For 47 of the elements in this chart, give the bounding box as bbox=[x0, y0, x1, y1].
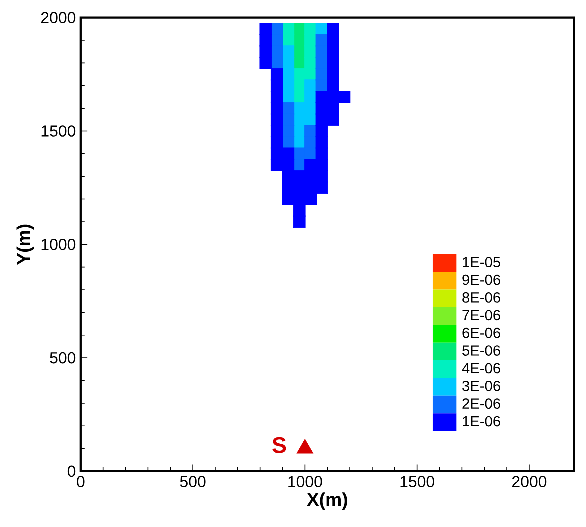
point bbox=[270, 124, 284, 138]
y-tick-label: 500 bbox=[50, 352, 76, 364]
y-tick-label: 2000 bbox=[41, 12, 76, 24]
point bbox=[270, 114, 284, 126]
point bbox=[327, 114, 340, 126]
legend-label: 7E-06 bbox=[462, 310, 500, 320]
legend-label: 4E-06 bbox=[462, 363, 500, 374]
point bbox=[327, 45, 340, 58]
y-axis-title: Y(m) bbox=[16, 224, 34, 265]
point bbox=[316, 124, 328, 138]
y-tick-label: 1500 bbox=[42, 125, 76, 137]
x-tick-label: 1500 bbox=[400, 476, 434, 488]
point bbox=[282, 158, 295, 172]
legend-label: 1E-06 bbox=[463, 416, 500, 427]
x-axis-title: X(m) bbox=[307, 492, 348, 510]
point bbox=[316, 158, 328, 172]
legend-label: 2E-06 bbox=[462, 398, 500, 409]
point bbox=[327, 79, 340, 92]
point bbox=[260, 22, 272, 36]
y-tick-label: 0 bbox=[68, 466, 76, 477]
point bbox=[293, 216, 306, 228]
x-tick-label: 0 bbox=[77, 476, 85, 488]
point bbox=[270, 90, 284, 104]
legend-label: 8E-06 bbox=[462, 292, 500, 303]
point bbox=[316, 148, 328, 160]
legend-label: 1E-05 bbox=[463, 256, 500, 268]
x-tick-label: 1000 bbox=[288, 476, 322, 488]
point bbox=[260, 56, 272, 70]
point bbox=[270, 79, 284, 92]
series-label: S bbox=[272, 437, 286, 454]
point bbox=[282, 192, 295, 206]
point bbox=[327, 56, 340, 70]
point bbox=[338, 90, 351, 104]
point bbox=[260, 45, 272, 58]
legend-label: 5E-06 bbox=[462, 345, 500, 356]
legend-label: 3E-06 bbox=[462, 380, 500, 392]
y-tick-label: 1000 bbox=[42, 238, 76, 250]
point bbox=[316, 136, 328, 149]
point bbox=[316, 170, 328, 183]
point bbox=[282, 148, 295, 160]
point bbox=[304, 192, 318, 206]
legend-label: 9E-06 bbox=[462, 274, 500, 286]
point bbox=[327, 22, 340, 36]
x-tick-label: 2000 bbox=[512, 476, 547, 488]
legend-label: 6E-06 bbox=[462, 328, 500, 338]
point bbox=[316, 182, 328, 194]
x-tick-label: 500 bbox=[180, 476, 206, 488]
